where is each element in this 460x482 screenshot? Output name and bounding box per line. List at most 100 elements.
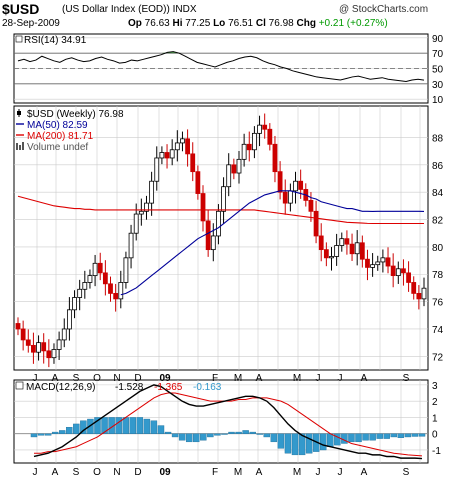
- candle-body: [133, 213, 139, 234]
- candle-body: [334, 245, 340, 257]
- candle-body: [46, 350, 52, 359]
- price-y-tick-label: 86: [432, 161, 444, 172]
- macd-x-tick-label: N: [113, 467, 120, 478]
- macd-x-tick-label: A: [52, 467, 59, 478]
- macd-histogram-bar: [157, 425, 165, 434]
- macd-histogram-bar: [115, 417, 122, 434]
- candle-body: [246, 143, 252, 151]
- copyright-notice[interactable]: @ StockCharts.com: [339, 4, 429, 15]
- candle-body: [411, 282, 417, 294]
- macd-histogram-bar: [242, 430, 249, 434]
- candle-body: [210, 235, 216, 251]
- macd-histogram-bar: [73, 423, 80, 434]
- macd-histogram-bar: [66, 426, 73, 434]
- candle-body: [66, 309, 72, 330]
- candle-body: [185, 138, 190, 155]
- candle-body: [308, 199, 314, 212]
- candle-body: [25, 339, 31, 346]
- price-legend-label: Volume undef: [27, 142, 88, 153]
- open-label: Op: [128, 18, 142, 29]
- price-x-tick-label: S: [73, 373, 80, 384]
- candle-body: [298, 180, 304, 190]
- candle-body: [385, 257, 391, 267]
- candle-body: [118, 282, 124, 300]
- candle-body: [313, 210, 319, 237]
- price-y-tick-label: 76: [432, 298, 444, 309]
- candle-body: [421, 287, 427, 300]
- low-label: Lo: [213, 18, 226, 29]
- price-x-tick-label: 09: [159, 373, 171, 384]
- candle-body: [262, 124, 268, 130]
- candle-body: [354, 242, 360, 255]
- macd-x-tick-label: A: [361, 467, 368, 478]
- candle-body: [231, 164, 237, 174]
- quote-values: Op 76.63 Hi 77.25 Lo 76.51 Cl 76.98 Chg …: [128, 18, 388, 29]
- candle-body: [159, 152, 165, 159]
- macd-histogram-bar: [362, 433, 369, 441]
- candle-body: [108, 283, 113, 294]
- macd-histogram-bar: [58, 430, 66, 434]
- macd-histogram-bar: [341, 433, 348, 444]
- instrument-full-name: (US Dollar Index (EOD)): [62, 4, 170, 15]
- macd-histogram-bar: [164, 431, 172, 434]
- macd-histogram-bar: [207, 433, 214, 438]
- price-y-tick-label: 72: [432, 352, 444, 363]
- price-x-tick-label: D: [134, 373, 141, 384]
- price-x-tick-label: N: [113, 373, 120, 384]
- macd-line: [33, 384, 423, 460]
- candle-body: [287, 190, 293, 204]
- macd-legend-icon: [15, 381, 24, 390]
- price-x-tick-label: O: [93, 373, 101, 384]
- macd-x-tick-label: A: [256, 467, 263, 478]
- macd-x-tick-label: M: [234, 467, 242, 478]
- candle-body: [406, 272, 411, 283]
- candle-body: [56, 339, 62, 350]
- candle-body: [144, 202, 149, 212]
- macd-histogram-bar: [298, 433, 306, 456]
- price-y-tick-label: 84: [432, 188, 444, 199]
- candle-body: [221, 186, 226, 212]
- candle-body: [349, 243, 355, 255]
- price-x-tick-label: A: [361, 373, 368, 384]
- instrument-name: (US Dollar Index (EOD)) INDX: [62, 4, 197, 15]
- macd-histogram-bar: [80, 420, 87, 434]
- macd-signal-line: [34, 392, 423, 457]
- candle-body: [339, 238, 345, 246]
- macd-y-tick-label: 1: [432, 413, 438, 424]
- open-value: 76.63: [144, 18, 170, 29]
- macd-y-tick-label: 0: [432, 430, 438, 441]
- candle-body: [169, 149, 175, 159]
- price-y-tick-label: 78: [432, 270, 444, 281]
- macd-histogram-bar: [37, 433, 45, 436]
- price-x-tick-label: A: [52, 373, 59, 384]
- price-x-tick-label: J: [33, 373, 38, 384]
- macd-histogram-bar: [376, 433, 383, 439]
- macd-histogram-bar: [284, 433, 292, 454]
- price-legend-label: MA(200) 81.71: [27, 131, 94, 142]
- macd-histogram-bar: [129, 417, 136, 434]
- candle-body: [128, 232, 134, 259]
- candle-body: [174, 142, 180, 151]
- macd-histogram-bar: [122, 417, 129, 434]
- price-x-tick-label: M: [293, 373, 301, 384]
- macd-histogram-bar: [263, 433, 271, 438]
- candle-body: [252, 132, 257, 151]
- macd-histogram-bar: [51, 431, 59, 434]
- rsi-legend-label: RSI(14) 34.91: [24, 35, 87, 46]
- candle-body: [123, 257, 129, 283]
- high-value: 77.25: [185, 18, 211, 29]
- rsi-y-tick-label: 50: [432, 65, 444, 76]
- candle-body: [190, 153, 196, 173]
- macd-histogram-bar: [334, 433, 341, 446]
- candle-body: [138, 210, 144, 215]
- macd-histogram-bar: [270, 433, 278, 443]
- candle-body: [92, 262, 98, 277]
- price-y-tick-label: 88: [432, 133, 444, 144]
- rsi-legend-icon: [15, 35, 23, 43]
- volume-icon: [16, 143, 18, 150]
- macd-y-tick-label: 2: [432, 397, 438, 408]
- candle-body: [41, 342, 47, 352]
- candle-body: [102, 272, 108, 285]
- candle-body: [31, 344, 36, 353]
- macd-histogram-bar: [249, 431, 256, 434]
